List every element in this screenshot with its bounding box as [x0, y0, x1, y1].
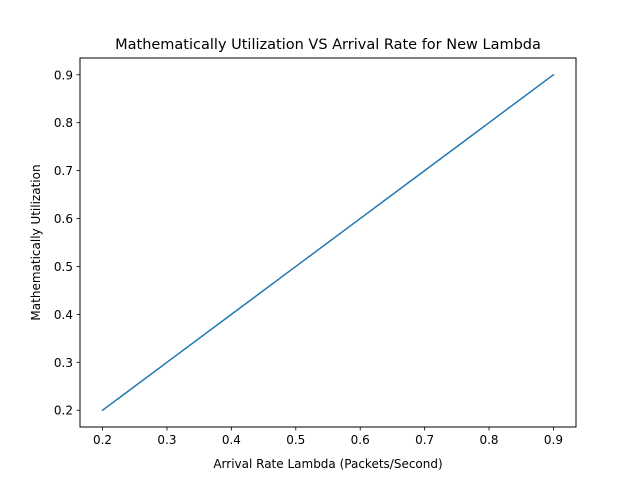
x-tick-label: 0.3 — [157, 433, 176, 447]
x-tick-label: 0.7 — [415, 433, 434, 447]
y-axis-ticks: 0.2 0.3 0.4 0.5 0.6 0.7 0.8 0.9 — [54, 68, 80, 418]
series-layer — [101, 73, 555, 412]
y-tick-label: 0.9 — [54, 68, 73, 82]
x-tick-label: 0.4 — [222, 433, 241, 447]
x-axis-label: Arrival Rate Lambda (Packets/Second) — [213, 457, 442, 471]
plot-frame — [79, 57, 577, 428]
chart-title: Mathematically Utilization VS Arrival Ra… — [115, 37, 541, 53]
x-tick-label: 0.2 — [93, 433, 112, 447]
y-tick-label: 0.7 — [54, 164, 73, 178]
x-axis-ticks: 0.2 0.3 0.4 0.5 0.6 0.7 0.8 0.9 — [93, 427, 563, 447]
x-tick-label: 0.5 — [286, 433, 305, 447]
y-axis-label: Mathematically Utilization — [29, 164, 43, 320]
series-line — [101, 73, 555, 412]
y-tick-label: 0.3 — [54, 356, 73, 370]
y-tick-label: 0.5 — [54, 260, 73, 274]
y-tick-label: 0.8 — [54, 116, 73, 130]
x-tick-label: 0.8 — [479, 433, 498, 447]
y-tick-label: 0.6 — [54, 212, 73, 226]
x-tick-label: 0.6 — [351, 433, 370, 447]
x-tick-label: 0.9 — [544, 433, 563, 447]
y-tick-label: 0.2 — [54, 404, 73, 418]
y-tick-label: 0.4 — [54, 308, 73, 322]
